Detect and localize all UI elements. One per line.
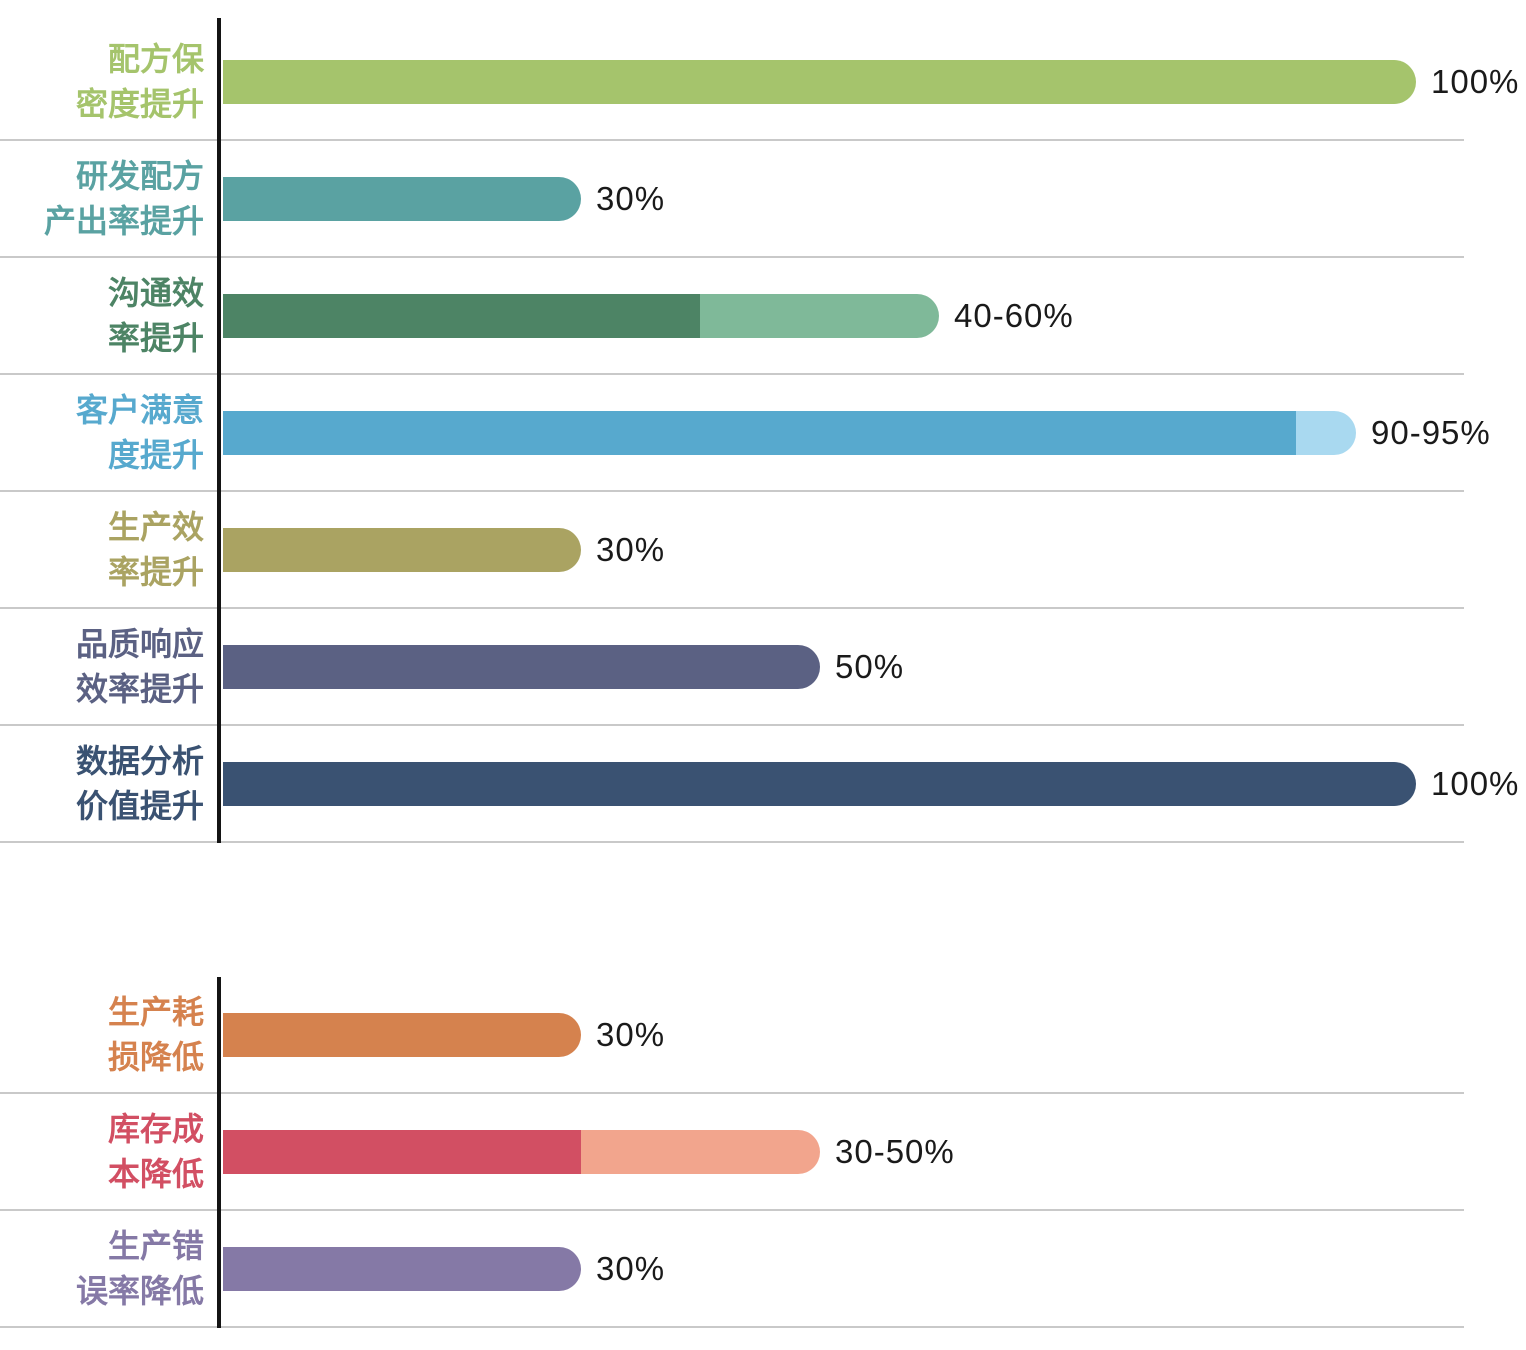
bar-value: 100% — [1431, 764, 1520, 802]
chart-row: 品质响应 效率提升 50% — [0, 609, 1464, 726]
bar-fill — [223, 644, 820, 689]
bar — [223, 644, 820, 689]
chart-row: 配方保 密度提升 100% — [0, 24, 1518, 141]
bar — [223, 59, 1416, 104]
chart-row: 生产错 误率降低 30% — [0, 1211, 1464, 1328]
chart-group-reductions: 生产耗 损降低 30% 库存成 本降低 30-50% 生产错 误率降低 — [0, 977, 1526, 1328]
bar-value: 30% — [596, 179, 666, 217]
chart-row: 客户满意 度提升 90-95% — [0, 375, 1490, 492]
bar-track: 50% — [217, 644, 905, 689]
bar — [223, 527, 581, 572]
bar-fill — [223, 527, 581, 572]
bar-value: 30% — [596, 530, 666, 568]
bar-fill — [223, 176, 581, 221]
bar-value: 100% — [1431, 62, 1520, 100]
bar — [223, 293, 939, 338]
bar-track: 40-60% — [217, 293, 1074, 338]
chart-row: 生产效 率提升 30% — [0, 492, 1464, 609]
chart-row: 数据分析 价值提升 100% — [0, 726, 1518, 843]
bar-track: 30% — [217, 1246, 666, 1291]
bar-value: 30% — [596, 1015, 666, 1053]
bar-track: 30% — [217, 527, 666, 572]
bar-value: 50% — [835, 647, 905, 685]
bar — [223, 1129, 820, 1174]
bar-track: 30-50% — [217, 1129, 955, 1174]
bar-fill — [223, 293, 701, 338]
bar-value: 90-95% — [1371, 413, 1491, 451]
chart-row: 研发配方 产出率提升 30% — [0, 141, 1464, 258]
category-label: 数据分析 价值提升 — [75, 743, 204, 824]
bar-fill — [223, 59, 1416, 104]
category-label: 研发配方 产出率提升 — [43, 158, 204, 239]
bar — [223, 1246, 581, 1291]
bar-track: 100% — [217, 761, 1520, 806]
bar-value: 40-60% — [954, 296, 1074, 334]
category-label: 配方保 密度提升 — [75, 41, 204, 122]
bar-track: 30% — [217, 1012, 666, 1057]
category-label: 沟通效 率提升 — [107, 275, 204, 356]
bar-track: 100% — [217, 59, 1520, 104]
bar-track: 90-95% — [217, 410, 1491, 455]
category-label: 生产耗 损降低 — [107, 994, 204, 1075]
bar-value: 30% — [596, 1249, 666, 1287]
chart-group-improvements: 配方保 密度提升 100% 研发配方 产出率提升 30% 沟通效 率提升 — [0, 18, 1518, 843]
bar — [223, 410, 1356, 455]
bar-fill — [223, 1129, 582, 1174]
category-label: 生产效 率提升 — [107, 509, 204, 590]
bar — [223, 1012, 581, 1057]
chart-row: 沟通效 率提升 40-60% — [0, 258, 1464, 375]
bar-value: 30-50% — [835, 1132, 955, 1170]
bar-fill — [223, 761, 1416, 806]
category-label: 客户满意 度提升 — [75, 392, 204, 473]
bar — [223, 761, 1416, 806]
category-label: 库存成 本降低 — [107, 1111, 204, 1192]
chart-row: 库存成 本降低 30-50% — [0, 1094, 1464, 1211]
axis-line — [217, 18, 221, 843]
bar-fill — [223, 1012, 581, 1057]
chart-row: 生产耗 损降低 30% — [0, 977, 1464, 1094]
bar-fill — [223, 410, 1297, 455]
category-label: 品质响应 效率提升 — [75, 626, 204, 707]
bar-fill — [223, 1246, 581, 1291]
category-label: 生产错 误率降低 — [75, 1228, 204, 1309]
bar — [223, 176, 581, 221]
bar-track: 30% — [217, 176, 666, 221]
axis-line — [217, 977, 221, 1328]
